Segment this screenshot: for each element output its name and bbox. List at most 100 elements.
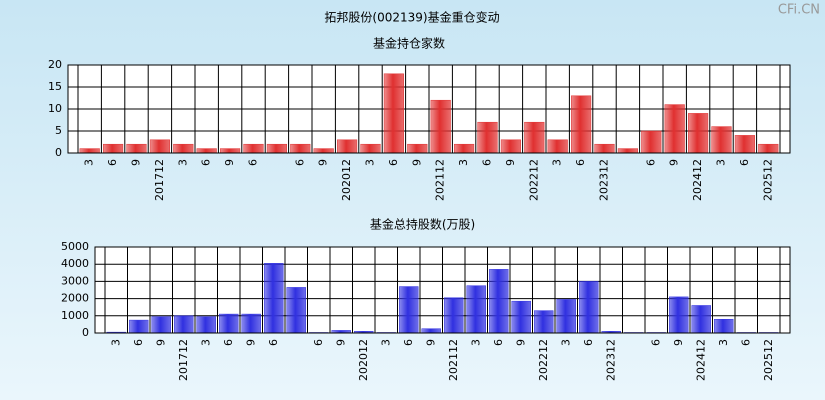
bar xyxy=(383,73,404,154)
bar xyxy=(313,148,334,154)
x-tick-label: 202212 xyxy=(527,159,540,201)
bar xyxy=(594,143,615,154)
x-tick-label: 3 xyxy=(199,339,212,346)
bar xyxy=(579,281,599,334)
x-tick-label: 3 xyxy=(715,159,728,166)
x-tick-label: 6 xyxy=(738,159,751,166)
x-tick-label: 9 xyxy=(514,339,527,346)
x-tick-label: 6 xyxy=(222,339,235,346)
y-tick-label: 0 xyxy=(55,146,62,159)
plot-border xyxy=(94,246,791,334)
bar xyxy=(286,287,306,334)
bar xyxy=(556,299,576,334)
bar xyxy=(290,143,311,154)
bar xyxy=(196,316,216,334)
bar xyxy=(711,126,732,154)
x-tick-label: 6 xyxy=(492,339,505,346)
x-tick-label: 3 xyxy=(559,339,572,346)
x-tick-label: 9 xyxy=(317,159,330,166)
x-tick-label: 9 xyxy=(334,339,347,346)
bar xyxy=(151,316,171,334)
x-tick-label: 6 xyxy=(574,159,587,166)
bar xyxy=(466,285,486,334)
x-tick-label: 9 xyxy=(668,159,681,166)
x-tick-label: 9 xyxy=(672,339,685,346)
x-tick-label: 6 xyxy=(132,339,145,346)
bar xyxy=(511,300,531,334)
x-tick-label: 9 xyxy=(424,339,437,346)
bar xyxy=(243,143,264,154)
bar xyxy=(399,286,419,334)
bar xyxy=(454,143,475,154)
bar xyxy=(129,319,149,334)
x-tick-label: 9 xyxy=(504,159,517,166)
x-tick-label: 202312 xyxy=(598,159,611,201)
x-tick-label: 202112 xyxy=(434,159,447,201)
x-tick-label: 3 xyxy=(457,159,470,166)
x-tick-label: 6 xyxy=(387,159,400,166)
bar xyxy=(547,139,568,154)
x-tick-label: 3 xyxy=(364,159,377,166)
bar xyxy=(196,148,217,154)
x-tick-label: 9 xyxy=(223,159,236,166)
bar xyxy=(407,143,428,154)
x-tick-label: 6 xyxy=(200,159,213,166)
bar xyxy=(220,148,241,154)
y-tick-label: 1000 xyxy=(61,309,89,322)
x-tick-label: 3 xyxy=(379,339,392,346)
y-tick-label: 5 xyxy=(55,124,62,137)
x-tick-label: 202512 xyxy=(762,339,775,381)
bar xyxy=(477,121,498,154)
y-tick-label: 15 xyxy=(48,80,62,93)
x-tick-label: 6 xyxy=(582,339,595,346)
x-tick-label: 202312 xyxy=(604,339,617,381)
bar xyxy=(174,315,194,334)
bar xyxy=(571,95,592,154)
y-tick-label: 2000 xyxy=(61,292,89,305)
x-tick-label: 6 xyxy=(267,339,280,346)
x-tick-label: 6 xyxy=(644,159,657,166)
chart-title: 基金总持股数(万股) xyxy=(370,217,475,232)
x-tick-label: 6 xyxy=(312,339,325,346)
bar xyxy=(149,139,170,154)
bar xyxy=(264,263,284,334)
x-tick-label: 202012 xyxy=(340,159,353,201)
x-tick-label: 6 xyxy=(649,339,662,346)
x-tick-label: 202512 xyxy=(761,159,774,201)
bar xyxy=(266,143,287,154)
y-tick-label: 5000 xyxy=(61,240,89,253)
bar xyxy=(617,148,638,154)
watermark: CFi.CN xyxy=(778,3,820,18)
bar xyxy=(337,139,358,154)
bar xyxy=(103,143,124,154)
x-tick-label: 3 xyxy=(469,339,482,346)
x-tick-label: 202412 xyxy=(691,159,704,201)
bar xyxy=(500,139,521,154)
x-tick-label: 6 xyxy=(106,159,119,166)
bar xyxy=(489,269,509,334)
x-tick-label: 201712 xyxy=(177,339,190,381)
bar xyxy=(641,130,662,154)
y-tick-label: 4000 xyxy=(61,257,89,270)
x-tick-label: 3 xyxy=(83,159,96,166)
x-tick-label: 202112 xyxy=(447,339,460,381)
y-tick-label: 20 xyxy=(48,58,62,71)
bar xyxy=(688,113,709,154)
chart-title: 基金持仓家数 xyxy=(373,36,445,51)
x-tick-label: 6 xyxy=(293,159,306,166)
x-tick-label: 6 xyxy=(247,159,260,166)
bar xyxy=(360,143,381,154)
y-tick-label: 3000 xyxy=(61,274,89,287)
bar xyxy=(734,135,755,154)
bar xyxy=(444,297,464,334)
bar xyxy=(714,318,734,334)
bar xyxy=(173,143,194,154)
x-tick-label: 9 xyxy=(130,159,143,166)
bar xyxy=(691,305,711,334)
bar xyxy=(126,143,147,154)
x-tick-label: 201712 xyxy=(153,159,166,201)
x-tick-label: 3 xyxy=(551,159,564,166)
x-tick-label: 6 xyxy=(739,339,752,346)
bar xyxy=(664,104,685,154)
